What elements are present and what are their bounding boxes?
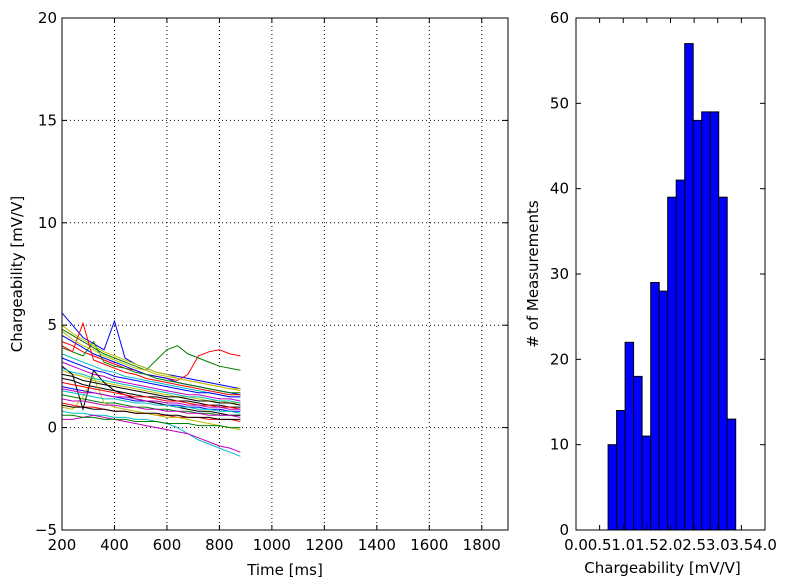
histogram-y-tick-label: 40 <box>550 180 569 198</box>
histogram-bar <box>675 179 686 531</box>
decay-series-line-m21 <box>61 373 241 406</box>
decay-y-tick-label: 0 <box>47 419 57 437</box>
decay-ticks: 200 400 600 800 1000 1200 1400 1600 1800 −5 0 5 10 15… <box>35 9 508 554</box>
decay-series-line-m9 <box>61 394 241 416</box>
decay-x-tick-label: 600 <box>153 536 182 554</box>
decay-series-line-m23 <box>62 414 241 429</box>
histogram-y-tick-label: 10 <box>550 436 569 454</box>
decay-x-tick-label: 200 <box>48 536 77 554</box>
decay-series-line-m11 <box>61 410 241 457</box>
decay-x-tick-label: 1600 <box>410 536 448 554</box>
decay-curves-chart: 200 400 600 800 1000 1200 1400 1600 1800 −5 0 5 10 15… <box>8 9 509 579</box>
decay-x-tick-label: 400 <box>100 536 129 554</box>
decay-series-line-m13 <box>61 375 241 431</box>
histogram-y-tick-label: 50 <box>550 94 569 112</box>
decay-series-line-m25 <box>61 367 241 404</box>
histogram-x-tick-label: 0.0 <box>564 536 588 554</box>
decay-x-tick-label: 1800 <box>463 536 501 554</box>
histogram-x-tick-label: 3.0 <box>706 536 730 554</box>
histogram-bar <box>624 341 635 531</box>
decay-series-line-m14 <box>61 365 241 416</box>
histogram-x-tick-label: 1.0 <box>611 536 635 554</box>
histogram-bar <box>692 119 703 531</box>
decay-series-line-m17 <box>61 382 241 410</box>
histogram-bar <box>718 196 728 531</box>
histogram-ticks: 0.0 0.5 1.0 1.5 2.0 2.5 3.0 3.5 4.0 0 10 20 30 40 50 60 <box>550 9 777 554</box>
histogram-bar <box>641 435 652 531</box>
decay-series-line-m16 <box>61 340 241 394</box>
histogram-x-tick-label: 0.5 <box>588 536 612 554</box>
decay-y-axis-label: Chargeability [mV/V] <box>8 196 26 352</box>
histogram-y-tick-label: 30 <box>550 265 569 283</box>
decay-series-lines <box>61 312 241 457</box>
decay-series-line-m19 <box>61 398 241 418</box>
histogram-bar <box>650 282 660 531</box>
decay-series-line-m24 <box>61 321 241 396</box>
histogram-bars <box>607 43 737 531</box>
histogram-x-tick-label: 4.0 <box>753 536 777 554</box>
histogram-bar <box>616 410 626 531</box>
histogram-bar <box>667 196 677 531</box>
decay-series-line-m28 <box>61 404 241 420</box>
decay-y-tick-label: 10 <box>38 214 57 232</box>
decay-series-line-m12 <box>62 414 241 453</box>
decay-series-line-m5 <box>61 361 241 402</box>
histogram-bar <box>684 43 694 531</box>
histogram-x-tick-label: 1.5 <box>635 536 659 554</box>
decay-x-tick-label: 1200 <box>305 536 343 554</box>
histogram-bar <box>607 444 618 531</box>
decay-series-line-m18 <box>61 390 241 414</box>
histogram-y-tick-label: 20 <box>550 350 569 368</box>
decay-series-line-m26 <box>61 388 241 410</box>
histogram-x-tick-label: 3.5 <box>729 536 753 554</box>
decay-series-line-m2 <box>61 328 241 371</box>
histogram-x-tick-label: 2.5 <box>682 536 706 554</box>
histogram-bar <box>701 111 711 531</box>
decay-y-tick-label: 5 <box>47 316 57 334</box>
histogram-bar <box>726 418 737 531</box>
decay-x-axis-label: Time [ms] <box>246 561 323 579</box>
decay-x-tick-label: 1000 <box>253 536 291 554</box>
histogram-bar <box>658 290 669 531</box>
histogram-y-axis-label: # of Measurements <box>524 200 542 348</box>
decay-x-tick-label: 800 <box>205 536 234 554</box>
histogram-x-axis-label: Chargeability [mV/V] <box>584 559 740 577</box>
histogram-bar <box>709 111 720 531</box>
decay-x-tick-label: 1400 <box>358 536 396 554</box>
decay-y-tick-label: −5 <box>35 521 57 539</box>
histogram-y-tick-label: 0 <box>559 521 569 539</box>
histogram-chart: 0.0 0.5 1.0 1.5 2.0 2.5 3.0 3.5 4.0 0 10 20 30 40 50 60… <box>524 9 777 577</box>
decay-series-line-m22 <box>61 357 241 398</box>
decay-y-tick-label: 20 <box>38 9 57 27</box>
histogram-bar <box>633 375 643 531</box>
decay-series-line-m27 <box>61 330 241 390</box>
histogram-y-tick-label: 60 <box>550 9 569 27</box>
decay-plot-frame <box>61 17 509 531</box>
histogram-x-tick-label: 2.0 <box>659 536 683 554</box>
decay-y-tick-label: 15 <box>38 111 57 129</box>
